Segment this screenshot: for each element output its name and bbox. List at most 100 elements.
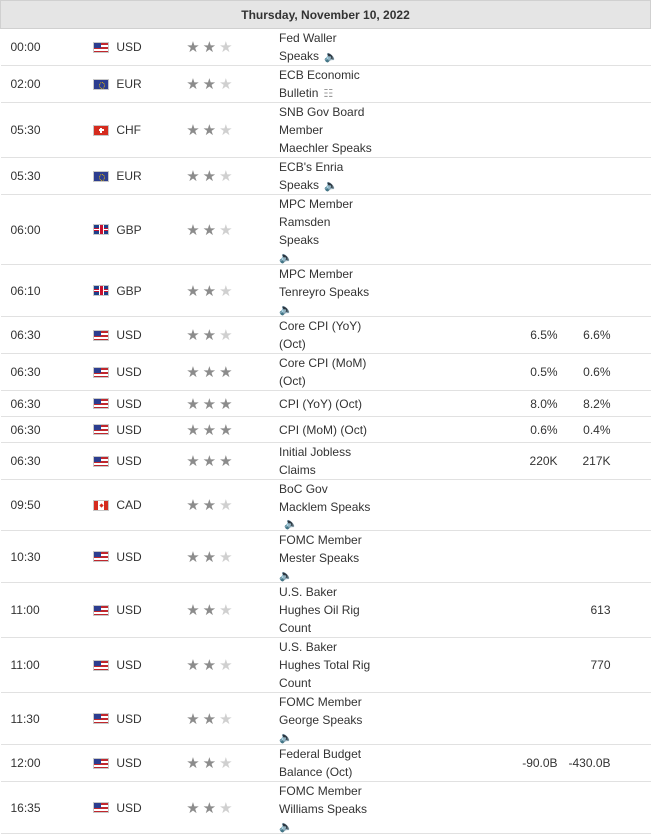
event-currency-cell: USD	[93, 582, 187, 639]
star-empty-icon: ★	[219, 709, 236, 728]
event-row[interactable]: 05:30 EUR ★★★ ECB's Enria Speaks 🔈	[0, 157, 651, 195]
event-name-link[interactable]: Federal Budget Balance (Oct)	[279, 747, 362, 780]
event-name-link[interactable]: BoC Gov Macklem Speaks	[279, 482, 371, 514]
event-row[interactable]: 11:00 USD ★★★ U.S. Baker Hughes Total Rig C…	[0, 637, 651, 694]
event-name-link[interactable]: FOMC Member Mester Speaks	[279, 533, 362, 566]
star-empty-icon: ★	[219, 38, 236, 56]
event-time: 05:30	[0, 157, 94, 195]
event-forecast	[464, 582, 558, 639]
event-name-cell[interactable]: Fed Waller Speaks 🔈	[279, 28, 372, 66]
event-time: 02:00	[0, 65, 94, 103]
event-name-link[interactable]: FOMC Member Williams Speaks	[279, 784, 368, 817]
event-actual	[371, 744, 465, 783]
star-filled-icon: ★	[202, 394, 220, 413]
event-name-link[interactable]: MPC Member Tenreyro Speaks	[279, 267, 370, 299]
event-actual	[371, 264, 465, 317]
event-name-cell[interactable]: ECB Economic Bulletin ☷	[279, 65, 372, 103]
event-name-cell[interactable]: MPC Member Ramsden Speaks 🔈	[279, 194, 372, 265]
event-name-link[interactable]: Fed Waller Speaks	[279, 31, 337, 63]
event-name-link[interactable]: CPI (MoM) (Oct)	[279, 422, 368, 437]
event-name-cell[interactable]: SNB Gov Board Member Maechler Speaks	[279, 102, 372, 158]
event-name-link[interactable]: Core CPI (MoM) (Oct)	[279, 356, 367, 388]
importance-stars: ★★★	[186, 28, 280, 66]
event-name-cell[interactable]: U.S. Baker Hughes Total Rig Count	[279, 637, 372, 694]
event-previous	[557, 157, 651, 195]
event-row[interactable]: 06:30 USD ★★★ Core CPI (MoM) (Oct) 0.5% 0.6%	[0, 353, 651, 391]
event-row[interactable]: 06:30 USD ★★★ Core CPI (YoY) (Oct) 6.5% 6.6%	[0, 316, 651, 354]
star-filled-icon: ★	[186, 394, 203, 413]
importance-stars: ★★★	[186, 102, 280, 158]
event-actual	[371, 102, 465, 158]
event-row[interactable]: 06:00 GBP ★★★ MPC Member Ramsden Speaks 🔈	[0, 194, 651, 265]
event-row[interactable]: 05:30 CHF ★★★ SNB Gov Board Member Maechler…	[0, 102, 651, 158]
flag-ca-icon	[93, 499, 110, 511]
importance-stars: ★★★	[186, 353, 280, 391]
flag-us-icon	[93, 41, 110, 53]
star-filled-icon: ★	[186, 656, 203, 675]
event-previous: 770	[557, 637, 651, 694]
currency-code: USD	[116, 711, 142, 726]
event-time: 06:10	[0, 264, 94, 317]
event-row[interactable]: 11:30 USD ★★★ FOMC Member George Speaks 🔈	[0, 692, 651, 746]
event-time: 06:30	[0, 442, 94, 480]
star-filled-icon: ★	[202, 75, 220, 93]
event-currency-cell: USD	[93, 744, 187, 783]
event-time: 11:00	[0, 637, 94, 694]
event-row[interactable]: 16:35 USD ★★★ FOMC Member Williams Speaks 🔈	[0, 781, 651, 834]
event-name-cell[interactable]: FOMC Member Williams Speaks 🔈	[279, 781, 372, 834]
event-name-link[interactable]: SNB Gov Board Member Maechler Speaks	[279, 105, 372, 155]
event-name-cell[interactable]: Initial Jobless Claims	[279, 442, 372, 480]
event-name-cell[interactable]: Core CPI (MoM) (Oct)	[279, 353, 372, 391]
event-row[interactable]: 11:00 USD ★★★ U.S. Baker Hughes Oil Rig Cou…	[0, 582, 651, 639]
event-name-cell[interactable]: Core CPI (YoY) (Oct)	[279, 316, 372, 354]
event-name-link[interactable]: CPI (YoY) (Oct)	[279, 396, 362, 411]
event-row[interactable]: 06:10 GBP ★★★ MPC Member Tenreyro Speaks 🔈	[0, 264, 651, 317]
event-name-link[interactable]: U.S. Baker Hughes Oil Rig Count	[279, 585, 360, 636]
importance-stars: ★★★	[186, 157, 280, 195]
event-time: 05:30	[0, 102, 94, 158]
star-empty-icon: ★	[219, 75, 236, 93]
event-name-cell[interactable]: FOMC Member Mester Speaks 🔈	[279, 530, 372, 584]
event-actual	[371, 353, 465, 391]
event-name-link[interactable]: FOMC Member George Speaks	[279, 695, 363, 728]
speaker-icon: 🔈	[284, 517, 298, 531]
currency-code: USD	[116, 549, 142, 564]
event-forecast	[464, 157, 558, 195]
event-name-link[interactable]: MPC Member Ramsden Speaks	[279, 197, 354, 247]
event-row[interactable]: 06:30 USD ★★★ Initial Jobless Claims 220K 217…	[0, 442, 651, 480]
event-name-cell[interactable]: FOMC Member George Speaks 🔈	[279, 692, 372, 746]
event-currency-cell: USD	[93, 781, 187, 834]
star-filled-icon: ★	[202, 547, 220, 566]
event-name-cell[interactable]: BoC Gov Macklem Speaks 🔈	[279, 479, 372, 532]
event-name-link[interactable]: ECB Economic Bulletin	[279, 68, 360, 100]
star-filled-icon: ★	[186, 452, 203, 470]
event-row[interactable]: 10:30 USD ★★★ FOMC Member Mester Speaks 🔈	[0, 530, 651, 584]
event-name-link[interactable]: Core CPI (YoY) (Oct)	[279, 319, 362, 351]
event-name-cell[interactable]: CPI (YoY) (Oct)	[279, 390, 372, 417]
event-row[interactable]: 02:00 EUR ★★★ ECB Economic Bulletin ☷	[0, 65, 651, 103]
event-name-cell[interactable]: Federal Budget Balance (Oct)	[279, 744, 372, 783]
star-filled-icon: ★	[202, 38, 220, 56]
star-filled-icon: ★	[186, 281, 203, 300]
event-row[interactable]: 06:30 USD ★★★ CPI (MoM) (Oct) 0.6% 0.4%	[0, 416, 651, 443]
event-name-link[interactable]: U.S. Baker Hughes Total Rig Count	[279, 640, 371, 691]
flag-ch-icon	[93, 124, 110, 136]
event-name-cell[interactable]: MPC Member Tenreyro Speaks 🔈	[279, 264, 372, 317]
event-row[interactable]: 06:30 USD ★★★ CPI (YoY) (Oct) 8.0% 8.2%	[0, 390, 651, 417]
event-actual	[371, 442, 465, 480]
event-name-cell[interactable]: CPI (MoM) (Oct)	[279, 416, 372, 443]
event-name-link[interactable]: Initial Jobless Claims	[279, 445, 352, 477]
event-name-cell[interactable]: ECB's Enria Speaks 🔈	[279, 157, 372, 195]
event-previous	[557, 479, 651, 532]
star-empty-icon: ★	[219, 167, 236, 185]
flag-gb-icon	[93, 285, 110, 296]
event-name-cell[interactable]: U.S. Baker Hughes Oil Rig Count	[279, 582, 372, 639]
event-currency-cell: USD	[93, 637, 187, 694]
importance-stars: ★★★	[186, 416, 280, 443]
star-empty-icon: ★	[219, 496, 236, 515]
event-row[interactable]: 12:00 USD ★★★ Federal Budget Balance (Oct) -…	[0, 744, 651, 783]
event-name-link[interactable]: ECB's Enria Speaks	[279, 160, 344, 192]
currency-code: USD	[116, 396, 142, 411]
event-row[interactable]: 00:00 USD ★★★ Fed Waller Speaks 🔈	[0, 28, 651, 66]
event-row[interactable]: 09:50 CAD ★★★ BoC Gov Macklem Speaks🔈	[0, 479, 651, 532]
